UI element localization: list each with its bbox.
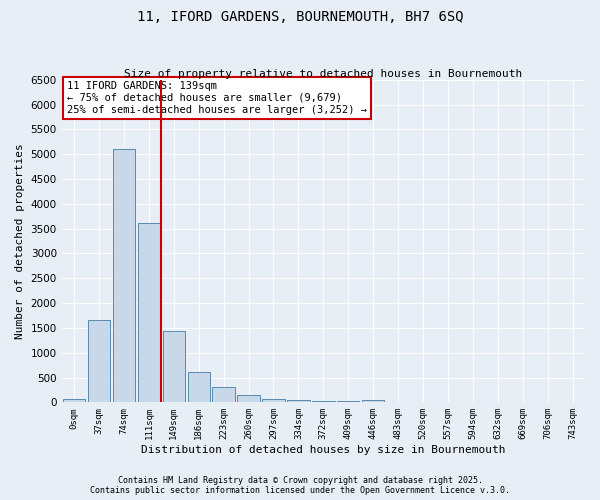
Bar	[287, 400, 310, 402]
Bar	[262, 398, 285, 402]
Bar	[113, 150, 135, 402]
Bar	[312, 400, 335, 402]
Y-axis label: Number of detached properties: Number of detached properties	[15, 143, 25, 339]
Bar	[88, 320, 110, 402]
Bar	[137, 222, 160, 402]
Bar	[212, 388, 235, 402]
Bar	[163, 332, 185, 402]
Title: Size of property relative to detached houses in Bournemouth: Size of property relative to detached ho…	[124, 69, 523, 79]
Bar	[362, 400, 385, 402]
Text: 11 IFORD GARDENS: 139sqm
← 75% of detached houses are smaller (9,679)
25% of sem: 11 IFORD GARDENS: 139sqm ← 75% of detach…	[67, 82, 367, 114]
Bar	[238, 396, 260, 402]
X-axis label: Distribution of detached houses by size in Bournemouth: Distribution of detached houses by size …	[141, 445, 506, 455]
Bar	[188, 372, 210, 402]
Text: 11, IFORD GARDENS, BOURNEMOUTH, BH7 6SQ: 11, IFORD GARDENS, BOURNEMOUTH, BH7 6SQ	[137, 10, 463, 24]
Bar	[63, 400, 85, 402]
Text: Contains HM Land Registry data © Crown copyright and database right 2025.
Contai: Contains HM Land Registry data © Crown c…	[90, 476, 510, 495]
